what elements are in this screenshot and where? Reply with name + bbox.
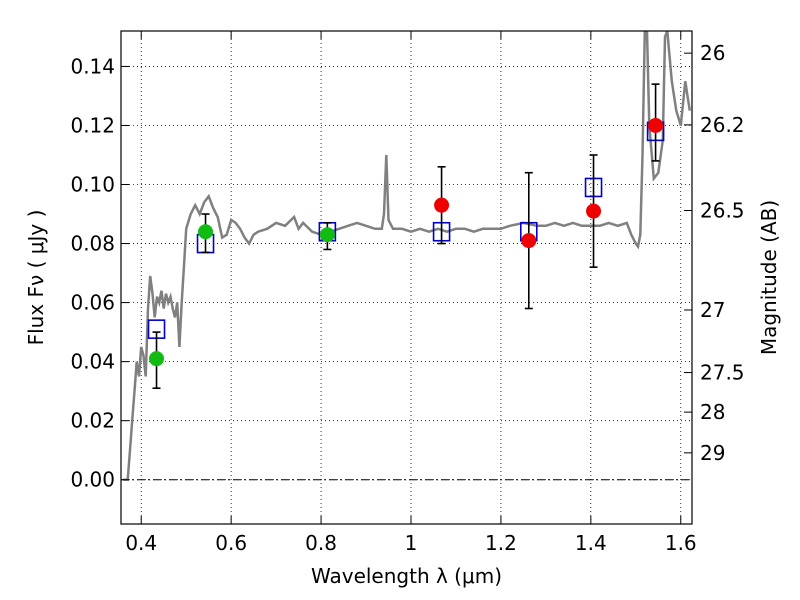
y2-tick-label: 26 bbox=[700, 41, 725, 65]
x-tick-label: 1.2 bbox=[485, 531, 517, 555]
y-axis: 0.00 0.02 0.04 0.06 0.08 0.10 0.12 0.14 bbox=[70, 54, 129, 492]
x-tick-label: 1.6 bbox=[665, 531, 697, 555]
y2-tick-label: 27 bbox=[700, 298, 725, 322]
y-tick-label: 0.04 bbox=[70, 350, 115, 374]
y-tick-label: 0.08 bbox=[70, 232, 115, 256]
data-point bbox=[319, 227, 335, 243]
y2-tick-label: 26.5 bbox=[700, 198, 745, 222]
grid bbox=[121, 31, 692, 524]
y2-axis-title: Magnitude (AB) bbox=[757, 200, 781, 355]
data-point bbox=[149, 351, 165, 367]
data-points bbox=[149, 117, 664, 367]
sed-curve bbox=[123, 31, 692, 481]
y-tick-label: 0.00 bbox=[70, 468, 115, 492]
y-axis-title: Flux Fν ( μJy ) bbox=[24, 210, 48, 346]
y2-axis: 26 26.2 26.5 27 27.5 28 29 bbox=[684, 41, 745, 465]
data-point bbox=[586, 203, 602, 219]
x-tick-label: 1 bbox=[405, 531, 418, 555]
y-tick-label: 0.02 bbox=[70, 409, 115, 433]
y2-tick-label: 26.2 bbox=[700, 113, 745, 137]
x-axis: 0.4 0.6 0.8 1 1.2 1.4 1.6 bbox=[125, 31, 697, 555]
x-tick-label: 1.4 bbox=[575, 531, 607, 555]
y2-tick-label: 29 bbox=[700, 441, 725, 465]
y2-tick-label: 27.5 bbox=[700, 361, 745, 385]
y2-tick-label: 28 bbox=[700, 400, 725, 424]
data-point bbox=[648, 117, 664, 133]
y-tick-label: 0.14 bbox=[70, 54, 115, 78]
x-tick-label: 0.4 bbox=[125, 531, 157, 555]
x-tick-label: 0.6 bbox=[215, 531, 247, 555]
y-tick-label: 0.10 bbox=[70, 173, 115, 197]
y-tick-label: 0.12 bbox=[70, 113, 115, 137]
data-point bbox=[198, 224, 214, 240]
plot-frame bbox=[120, 30, 693, 525]
data-point bbox=[521, 233, 537, 249]
data-point bbox=[434, 197, 450, 213]
x-tick-label: 0.8 bbox=[305, 531, 337, 555]
y-tick-label: 0.06 bbox=[70, 291, 115, 315]
x-axis-title: Wavelength λ (μm) bbox=[311, 564, 502, 588]
error-bars bbox=[152, 83, 660, 390]
